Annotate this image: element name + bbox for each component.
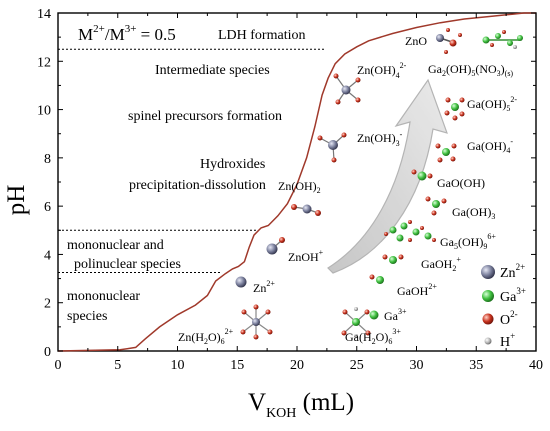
legend-zn-label: Zn2+: [500, 262, 525, 281]
molecule-ga-oh3: [425, 196, 447, 216]
mononuclear-label-2: species: [67, 309, 107, 324]
legend-h-marker: [484, 337, 492, 345]
label-gaooh: GaO(OH): [437, 176, 485, 190]
label-zn-oh-plus: ZnOH+: [288, 248, 324, 264]
x-tick-label: 30: [410, 358, 424, 373]
molecule-gaoh2: [382, 254, 404, 264]
x-axis-title: VKOH (mL): [248, 389, 354, 421]
label-zn-oh4: Zn(OH)42-: [357, 61, 407, 80]
label-ga-h2o6: Ga(H2O)63+: [345, 327, 401, 346]
label-zn-h2o6: Zn(H2O)62+: [178, 327, 234, 346]
molecule-zn2: [235, 276, 247, 288]
label-zno: ZnO: [405, 34, 427, 48]
label-ga3: Ga3+: [384, 307, 407, 323]
legend-o-marker: [482, 313, 494, 325]
atom-legend: Zn2+ Ga3+ O2- H+: [481, 262, 526, 350]
x-tick-label: 40: [529, 358, 543, 373]
molecule-ga-h2o6: [341, 307, 371, 338]
label-gaoh: GaOH2+: [397, 282, 437, 298]
x-tick-label: 0: [55, 358, 62, 373]
label-ga-oh5: Ga(OH)52-: [467, 95, 517, 113]
y-tick-label: 14: [37, 7, 51, 22]
y-tick-label: 0: [44, 345, 51, 360]
label-zn-oh2: Zn(OH)2: [278, 179, 321, 195]
legend-h-label: H+: [500, 331, 515, 350]
x-tick-label: 15: [230, 358, 244, 373]
legend-zn-marker: [481, 265, 495, 279]
molecule-ga2-oh5-no3: [482, 30, 523, 49]
intermediate-species-label: Intermediate species: [155, 63, 270, 78]
legend-ga-marker: [482, 290, 494, 302]
x-axis-ticks: 0 5 10 15 20 25 30 35 40: [55, 13, 543, 373]
label-ga-oh3: Ga(OH)3: [452, 205, 495, 221]
y-tick-label: 2: [44, 297, 51, 312]
legend-o-label: O2-: [500, 309, 518, 328]
ratio-annotation: M2+/M3+ = 0.5: [78, 23, 176, 44]
mononuclear-poly-label-1: mononuclear and: [67, 238, 164, 253]
y-tick-label: 6: [44, 200, 51, 215]
molecule-zn-oh3: [317, 132, 347, 163]
label-ga2-oh5-no3: Ga2(OH)5(NO3)(s): [428, 62, 513, 78]
hydroxides-label-2: precipitation-dissolution: [129, 178, 266, 193]
x-tick-label: 5: [114, 358, 121, 373]
legend-ga-label: Ga3+: [500, 286, 526, 305]
molecule-ga3: [369, 310, 379, 320]
dotted-reference-lines: [58, 48, 325, 274]
y-tick-label: 12: [37, 55, 51, 70]
mononuclear-label-1: mononuclear: [67, 289, 140, 304]
x-tick-label: 10: [171, 358, 185, 373]
titration-curve: [57, 12, 536, 352]
molecule-ga-oh5: [444, 97, 465, 121]
x-tick-label: 35: [469, 358, 483, 373]
y-tick-label: 10: [37, 104, 51, 119]
spinel-label: spinel precursors formation: [128, 109, 282, 124]
y-axis-ticks: 0 2 4 6 8 10 12 14: [37, 7, 536, 360]
label-ga-oh4: Ga(OH)4-: [467, 137, 513, 155]
y-axis-title: pH: [3, 185, 30, 216]
x-tick-label: 25: [350, 358, 364, 373]
species-labels: ZnO Zn(OH)42- Ga2(OH)5(NO3)(s) Ga(OH)52-…: [178, 34, 517, 346]
molecule-zn-oh-plus: [266, 237, 285, 255]
molecule-ga-oh4: [435, 143, 457, 163]
molecule-zn-h2o6: [240, 304, 273, 340]
trend-arrow: [327, 78, 448, 274]
ldh-formation-label: LDH formation: [218, 28, 305, 43]
y-tick-label: 4: [44, 248, 51, 263]
molecule-gaoh: [369, 274, 384, 284]
molecule-gaooh: [411, 169, 433, 181]
hydroxides-label-1: Hydroxides: [200, 157, 265, 172]
x-tick-label: 20: [290, 358, 304, 373]
molecule-ga5-oh9: [384, 220, 436, 242]
label-ga5-oh9: Ga5(OH)96+: [440, 232, 496, 251]
label-gaoh2: GaOH2+: [421, 255, 461, 273]
molecule-zno: [436, 28, 462, 54]
molecule-zn-oh4: [333, 73, 361, 105]
label-zn-oh3: Zn(OH)3-: [357, 130, 403, 148]
mononuclear-poly-label-2: polinuclear species: [74, 257, 181, 272]
label-zn2: Zn2+: [253, 279, 275, 295]
y-tick-label: 8: [44, 152, 51, 167]
molecule-zn-oh2: [291, 204, 321, 216]
